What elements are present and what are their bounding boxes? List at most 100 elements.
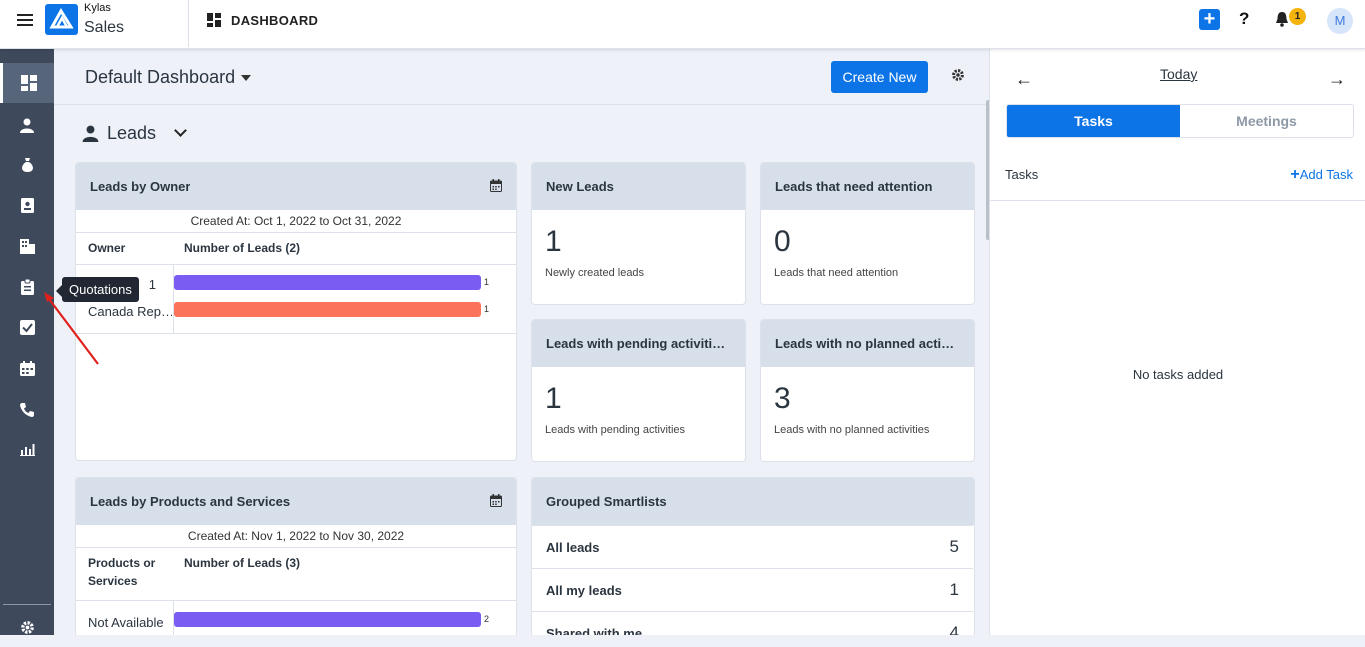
- create-new-button[interactable]: Create New: [831, 61, 928, 93]
- chart-bar[interactable]: [174, 612, 481, 627]
- dashboard-icon: [20, 75, 37, 91]
- brand-name: Kylas: [84, 2, 111, 14]
- building-icon: [19, 238, 35, 254]
- calendar-icon[interactable]: [490, 494, 502, 510]
- phone-icon: [19, 402, 34, 417]
- attention-leads-card[interactable]: Leads that need attention 0 Leads that n…: [760, 162, 975, 305]
- smartlist-count: 5: [949, 537, 959, 556]
- tasks-label: Tasks: [1005, 167, 1039, 182]
- owner-name: 1: [148, 277, 156, 292]
- empty-state: No tasks added: [1132, 367, 1224, 382]
- smartlist-row[interactable]: All leads 5: [532, 525, 973, 568]
- dashboard-selector[interactable]: Default Dashboard: [85, 67, 252, 88]
- bar-value-label: 2: [484, 614, 490, 624]
- metric-value: 0: [774, 225, 791, 258]
- sidebar-item-leads[interactable]: [0, 105, 54, 145]
- divider: [990, 200, 1365, 201]
- sidebar-item-reports[interactable]: [0, 429, 54, 469]
- calendar-icon[interactable]: [490, 179, 502, 195]
- metric-label: Leads that need attention: [774, 267, 899, 279]
- sidebar-item-dashboard[interactable]: [0, 63, 54, 103]
- hamburger-menu-icon[interactable]: [17, 12, 33, 28]
- bar-value-label: 1: [484, 277, 490, 287]
- smartlist-count: 4: [949, 623, 959, 635]
- product-name: Sales: [84, 19, 125, 36]
- help-icon[interactable]: ?: [1239, 9, 1250, 28]
- dashboard-header: Default Dashboard Create New: [54, 49, 989, 105]
- divider: [76, 600, 516, 601]
- person-icon: [82, 125, 99, 142]
- products-table: Products or Services Number of Leads (3) …: [76, 547, 516, 635]
- owner-table: Owner Number of Leads (2) 1 Canada Rep… …: [76, 232, 516, 334]
- grouped-smartlists-card: Grouped Smartlists All leads 5 All my lea…: [531, 477, 975, 635]
- panel-tabs: Tasks Meetings: [1006, 104, 1354, 138]
- scrollbar[interactable]: [986, 100, 990, 240]
- sidebar-item-settings[interactable]: [0, 607, 54, 647]
- no-planned-activities-card[interactable]: Leads with no planned acti… 3 Leads with…: [760, 319, 975, 462]
- add-task-button[interactable]: +Add Task: [1290, 166, 1353, 183]
- card-title: Leads with no planned acti…: [761, 320, 974, 367]
- dashboard-main: Default Dashboard Create New Leads Leads…: [54, 49, 989, 635]
- settings-gear-icon[interactable]: [951, 68, 965, 85]
- owner-name: Canada Rep…: [88, 304, 172, 319]
- arrow-right-icon[interactable]: →: [1328, 69, 1346, 89]
- column-header-owner: Owner: [88, 241, 126, 255]
- activity-panel: ← Today → Tasks Meetings Tasks +Add Task…: [989, 49, 1365, 635]
- chevron-down-icon: [174, 124, 187, 137]
- leads-by-owner-card: Leads by Owner Created At: Oct 1, 2022 t…: [75, 162, 517, 461]
- sidebar-item-contacts[interactable]: [0, 185, 54, 225]
- divider: [173, 264, 174, 334]
- date-range: Created At: Nov 1, 2022 to Nov 30, 2022: [187, 529, 405, 543]
- person-icon: [20, 118, 34, 133]
- notification-bell-icon[interactable]: [1275, 11, 1289, 30]
- contact-book-icon: [20, 197, 34, 213]
- product-name: Not Available: [88, 615, 164, 630]
- divider: [173, 600, 174, 635]
- kylas-logo[interactable]: [45, 4, 78, 35]
- new-leads-card[interactable]: New Leads 1 Newly created leads: [531, 162, 746, 305]
- card-title: Leads that need attention: [761, 163, 974, 210]
- tab-meetings[interactable]: Meetings: [1236, 113, 1297, 129]
- sidebar-item-deals[interactable]: [0, 145, 54, 185]
- module-selector[interactable]: Leads: [82, 123, 187, 144]
- sidebar-item-quotations[interactable]: [0, 267, 54, 307]
- metric-label: Newly created leads: [545, 267, 645, 279]
- pending-activities-card[interactable]: Leads with pending activiti… 1 Leads wit…: [531, 319, 746, 462]
- divider: [76, 264, 516, 265]
- smartlist-row[interactable]: All my leads 1: [532, 568, 973, 611]
- sidebar-item-meetings[interactable]: [0, 348, 54, 388]
- smartlist-name: All leads: [546, 539, 600, 555]
- sidebar-item-companies[interactable]: [0, 226, 54, 266]
- leads-by-products-card: Leads by Products and Services Created A…: [75, 477, 517, 635]
- user-avatar[interactable]: M: [1327, 8, 1353, 34]
- column-header-product: Products or Services: [88, 556, 156, 588]
- chart-bar[interactable]: [174, 275, 481, 290]
- date-label[interactable]: Today: [1160, 66, 1198, 82]
- metric-label: Leads with no planned activities: [774, 424, 930, 436]
- bar-chart-icon: [19, 444, 35, 456]
- card-title: Leads by Owner: [76, 163, 516, 210]
- column-header-count: Number of Leads (3): [184, 556, 301, 570]
- card-title: Grouped Smartlists: [532, 478, 974, 525]
- dashboard-grid-icon: [207, 13, 221, 30]
- card-title: Leads by Products and Services: [76, 478, 516, 525]
- card-title: Leads with pending activiti…: [532, 320, 745, 367]
- metric-value: 1: [545, 225, 562, 258]
- tab-tasks[interactable]: Tasks: [1007, 105, 1180, 137]
- chart-bar[interactable]: [174, 302, 481, 317]
- section-title: DASHBOARD: [231, 13, 319, 28]
- metric-label: Leads with pending activities: [545, 424, 686, 436]
- sidebar-divider: [3, 604, 51, 605]
- arrow-left-icon[interactable]: ←: [1015, 69, 1033, 89]
- quick-add-button[interactable]: +: [1199, 9, 1220, 30]
- metric-value: 3: [774, 382, 791, 415]
- checkbox-icon: [19, 319, 35, 335]
- calendar-icon: [19, 360, 35, 376]
- smartlist-row[interactable]: Shared with me 4: [532, 611, 973, 635]
- sidebar-item-tasks[interactable]: [0, 307, 54, 347]
- sidebar-item-calls[interactable]: [0, 389, 54, 429]
- money-bag-icon: [21, 158, 33, 172]
- dashboard-title: Default Dashboard: [85, 67, 236, 87]
- smartlist-name: All my leads: [546, 582, 622, 598]
- sidebar-tooltip: Quotations: [56, 277, 139, 302]
